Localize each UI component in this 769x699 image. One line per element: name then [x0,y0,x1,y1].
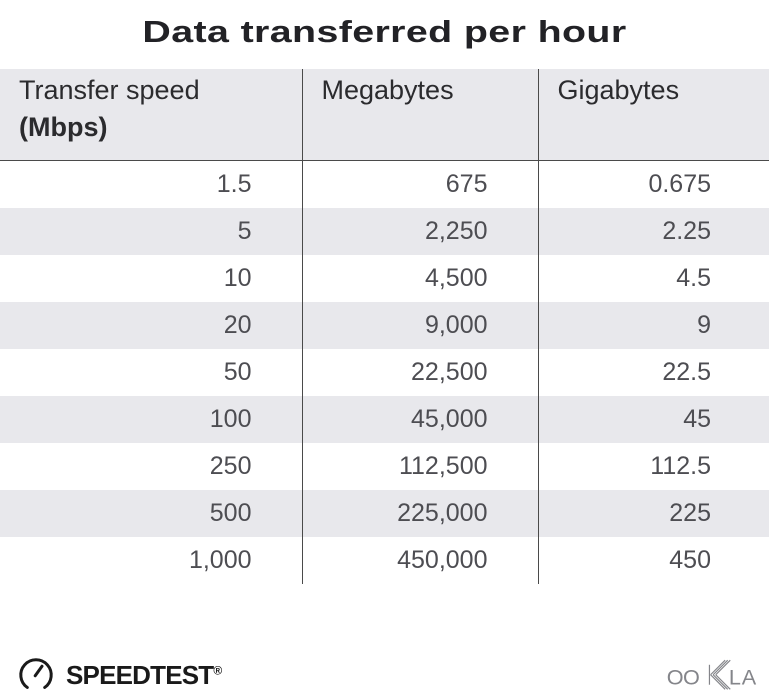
svg-text:OO: OO [667,665,700,690]
svg-text:LA: LA [729,665,757,690]
